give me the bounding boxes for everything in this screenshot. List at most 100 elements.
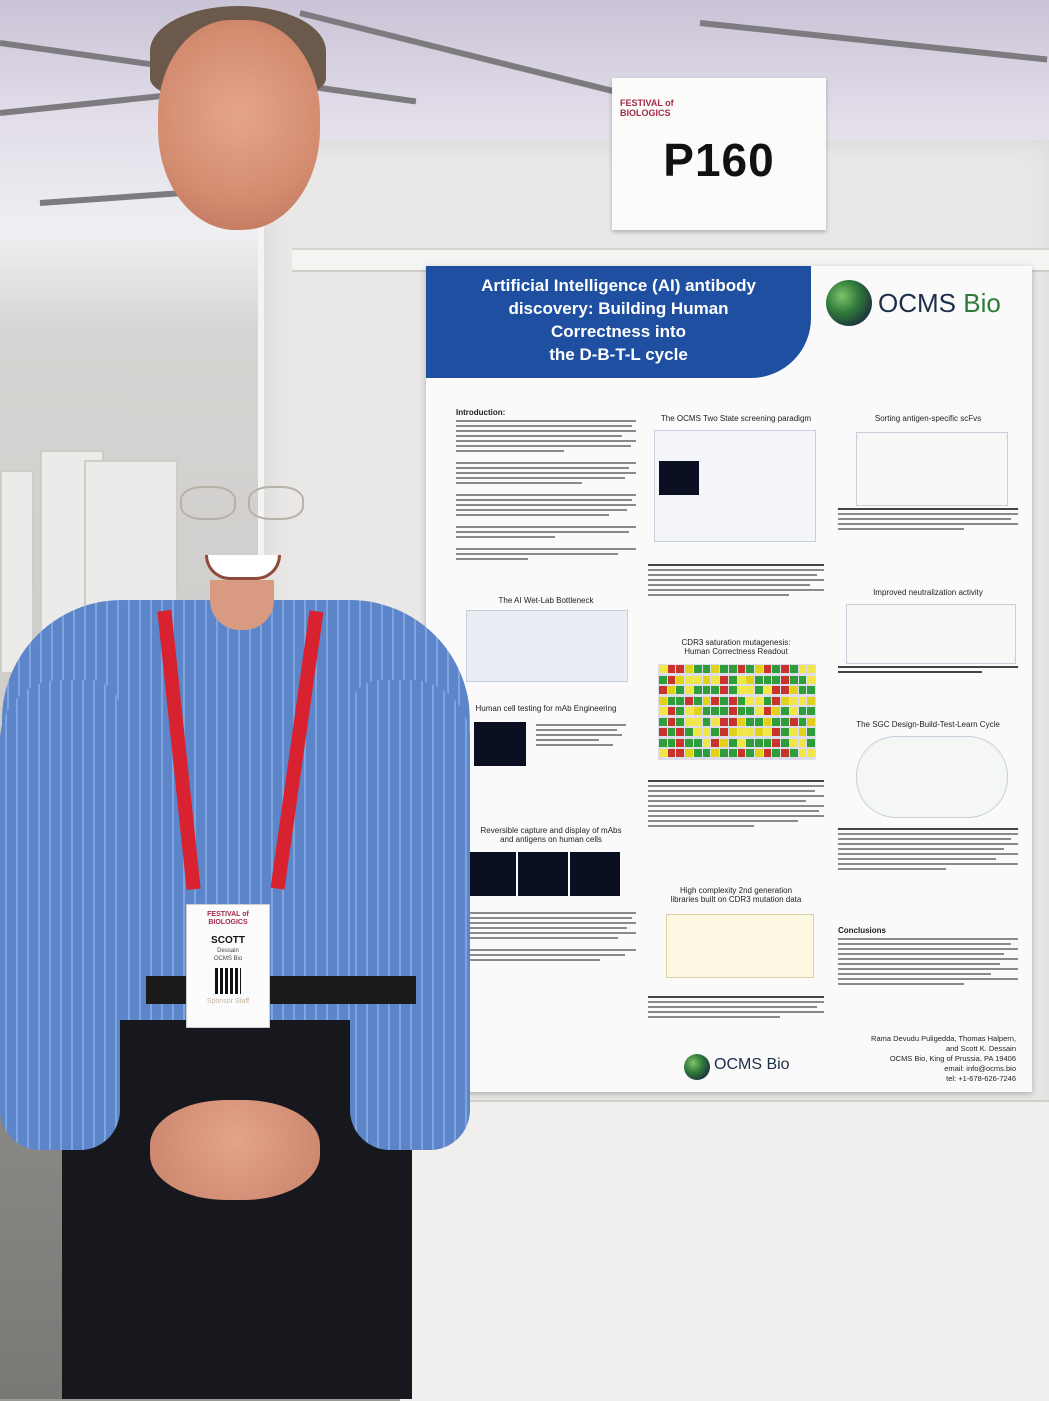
heatmap-cell xyxy=(772,717,781,726)
shirt-right-arm xyxy=(350,680,470,1150)
globe-icon xyxy=(826,280,872,326)
heatmap-cell xyxy=(659,696,667,705)
heatmap-cell xyxy=(667,675,676,684)
human-cell-text xyxy=(536,724,626,749)
heatmap-cell xyxy=(781,738,789,747)
badge-surname: Dessain xyxy=(217,948,239,954)
heatmap-cell xyxy=(702,707,711,716)
heatmap-cell xyxy=(746,675,754,684)
capture-step-image xyxy=(518,852,568,896)
heatmap-cell xyxy=(676,728,685,737)
poster-title-line: Artificial Intelligence (AI) antibody xyxy=(481,276,756,295)
globe-icon xyxy=(684,1054,710,1080)
heatmap-cell xyxy=(763,749,772,758)
ocms-bio-bottom-logo: OCMS Bio xyxy=(684,1052,844,1082)
high-complexity-heading-line: High complexity 2nd generation xyxy=(679,886,793,895)
heatmap-cell xyxy=(798,738,807,747)
heatmap-cell xyxy=(720,728,728,737)
heatmap-cell xyxy=(702,717,711,726)
heatmap-cell xyxy=(685,707,693,716)
section-cdr3-heading: CDR3 saturation mutagenesis: Human Corre… xyxy=(646,638,826,656)
heatmap-cell xyxy=(685,717,693,726)
conclusions-text xyxy=(838,938,1018,988)
heatmap-cell xyxy=(772,675,781,684)
heatmap-cell xyxy=(754,717,763,726)
heatmap-cell xyxy=(746,707,754,716)
heatmap-cell xyxy=(763,696,772,705)
name-badge: FESTIVAL of BIOLOGICS SCOTT Dessain OCMS… xyxy=(186,904,270,1028)
cdr3-heading-line: CDR3 saturation mutagenesis: xyxy=(681,638,791,647)
heatmap-cell xyxy=(798,696,807,705)
heatmap-cell xyxy=(728,738,737,747)
heatmap-cell xyxy=(737,665,746,673)
heatmap-cell xyxy=(746,686,754,695)
poster-number: P160 xyxy=(663,134,775,186)
heatmap-cell xyxy=(763,686,772,695)
heatmap-cell xyxy=(676,665,685,673)
heatmap-cell xyxy=(711,738,720,747)
heatmap-cell xyxy=(754,749,763,758)
heatmap-cell xyxy=(798,665,807,673)
section-introduction-heading: Introduction: xyxy=(456,408,506,417)
heatmap-cell xyxy=(659,686,667,695)
heatmap-cell xyxy=(667,738,676,747)
heatmap-cell xyxy=(789,675,798,684)
badge-festival-line: BIOLOGICS xyxy=(208,919,248,926)
heatmap-cell xyxy=(798,686,807,695)
heatmap-cell xyxy=(720,696,728,705)
heatmap-cell xyxy=(754,728,763,737)
heatmap-cell xyxy=(746,728,754,737)
heatmap-cell xyxy=(720,738,728,747)
introduction-text xyxy=(456,420,636,563)
heatmap-cell xyxy=(711,749,720,758)
heatmap-cell xyxy=(763,717,772,726)
festival-logo-line1: FESTIVAL of xyxy=(620,98,674,108)
heatmap-cell xyxy=(676,686,685,695)
poster-title: Artificial Intelligence (AI) antibody di… xyxy=(426,274,811,366)
festival-logo: FESTIVAL of BIOLOGICS xyxy=(620,98,680,118)
badge-festival-line: FESTIVAL of xyxy=(207,911,249,918)
sorting-facs-figure xyxy=(856,432,1008,506)
neutralization-text xyxy=(838,666,1018,676)
dbtl-text xyxy=(838,828,1018,873)
heatmap-cell xyxy=(720,675,728,684)
poster-title-line: the D-B-T-L cycle xyxy=(549,345,688,364)
heatmap-cell xyxy=(711,717,720,726)
high-complexity-heading-line: libraries built on CDR3 mutation data xyxy=(670,895,802,904)
shirt-left-arm xyxy=(0,680,120,1150)
heatmap-cell xyxy=(685,686,693,695)
author-line: tel: +1-678-626-7246 xyxy=(946,1074,1016,1083)
heatmap-cell xyxy=(693,717,702,726)
heatmap-cell xyxy=(711,665,720,673)
heatmap-cell xyxy=(659,717,667,726)
section-high-complexity-heading: High complexity 2nd generation libraries… xyxy=(646,886,826,904)
heatmap-cell xyxy=(728,686,737,695)
heatmap-cell xyxy=(798,749,807,758)
heatmap-cell xyxy=(807,728,815,737)
heatmap-cell xyxy=(728,707,737,716)
section-conclusions-heading: Conclusions xyxy=(838,926,887,935)
heatmap-cell xyxy=(693,696,702,705)
heatmap-cell xyxy=(737,707,746,716)
badge-name: SCOTT xyxy=(211,935,245,946)
high-complexity-text xyxy=(648,996,824,1021)
heatmap-cell xyxy=(676,675,685,684)
heatmap-cell xyxy=(737,696,746,705)
section-sorting-heading: Sorting antigen-specific scFvs xyxy=(874,414,982,423)
heatmap-cell xyxy=(737,717,746,726)
heatmap-cell xyxy=(807,707,815,716)
smile xyxy=(205,555,281,580)
heatmap-cell xyxy=(754,738,763,747)
dbtl-cycle-diagram xyxy=(856,736,1008,818)
heatmap-cell xyxy=(720,717,728,726)
heatmap-cell xyxy=(789,749,798,758)
heatmap-cell xyxy=(798,717,807,726)
heatmap-cell xyxy=(754,686,763,695)
heatmap-cell xyxy=(728,665,737,673)
heatmap-cell xyxy=(711,707,720,716)
heatmap-cell xyxy=(763,738,772,747)
heatmap-cell xyxy=(693,675,702,684)
neutralization-chart xyxy=(846,604,1016,664)
cdr3-heatmap xyxy=(658,664,816,760)
heatmap-cell xyxy=(702,749,711,758)
